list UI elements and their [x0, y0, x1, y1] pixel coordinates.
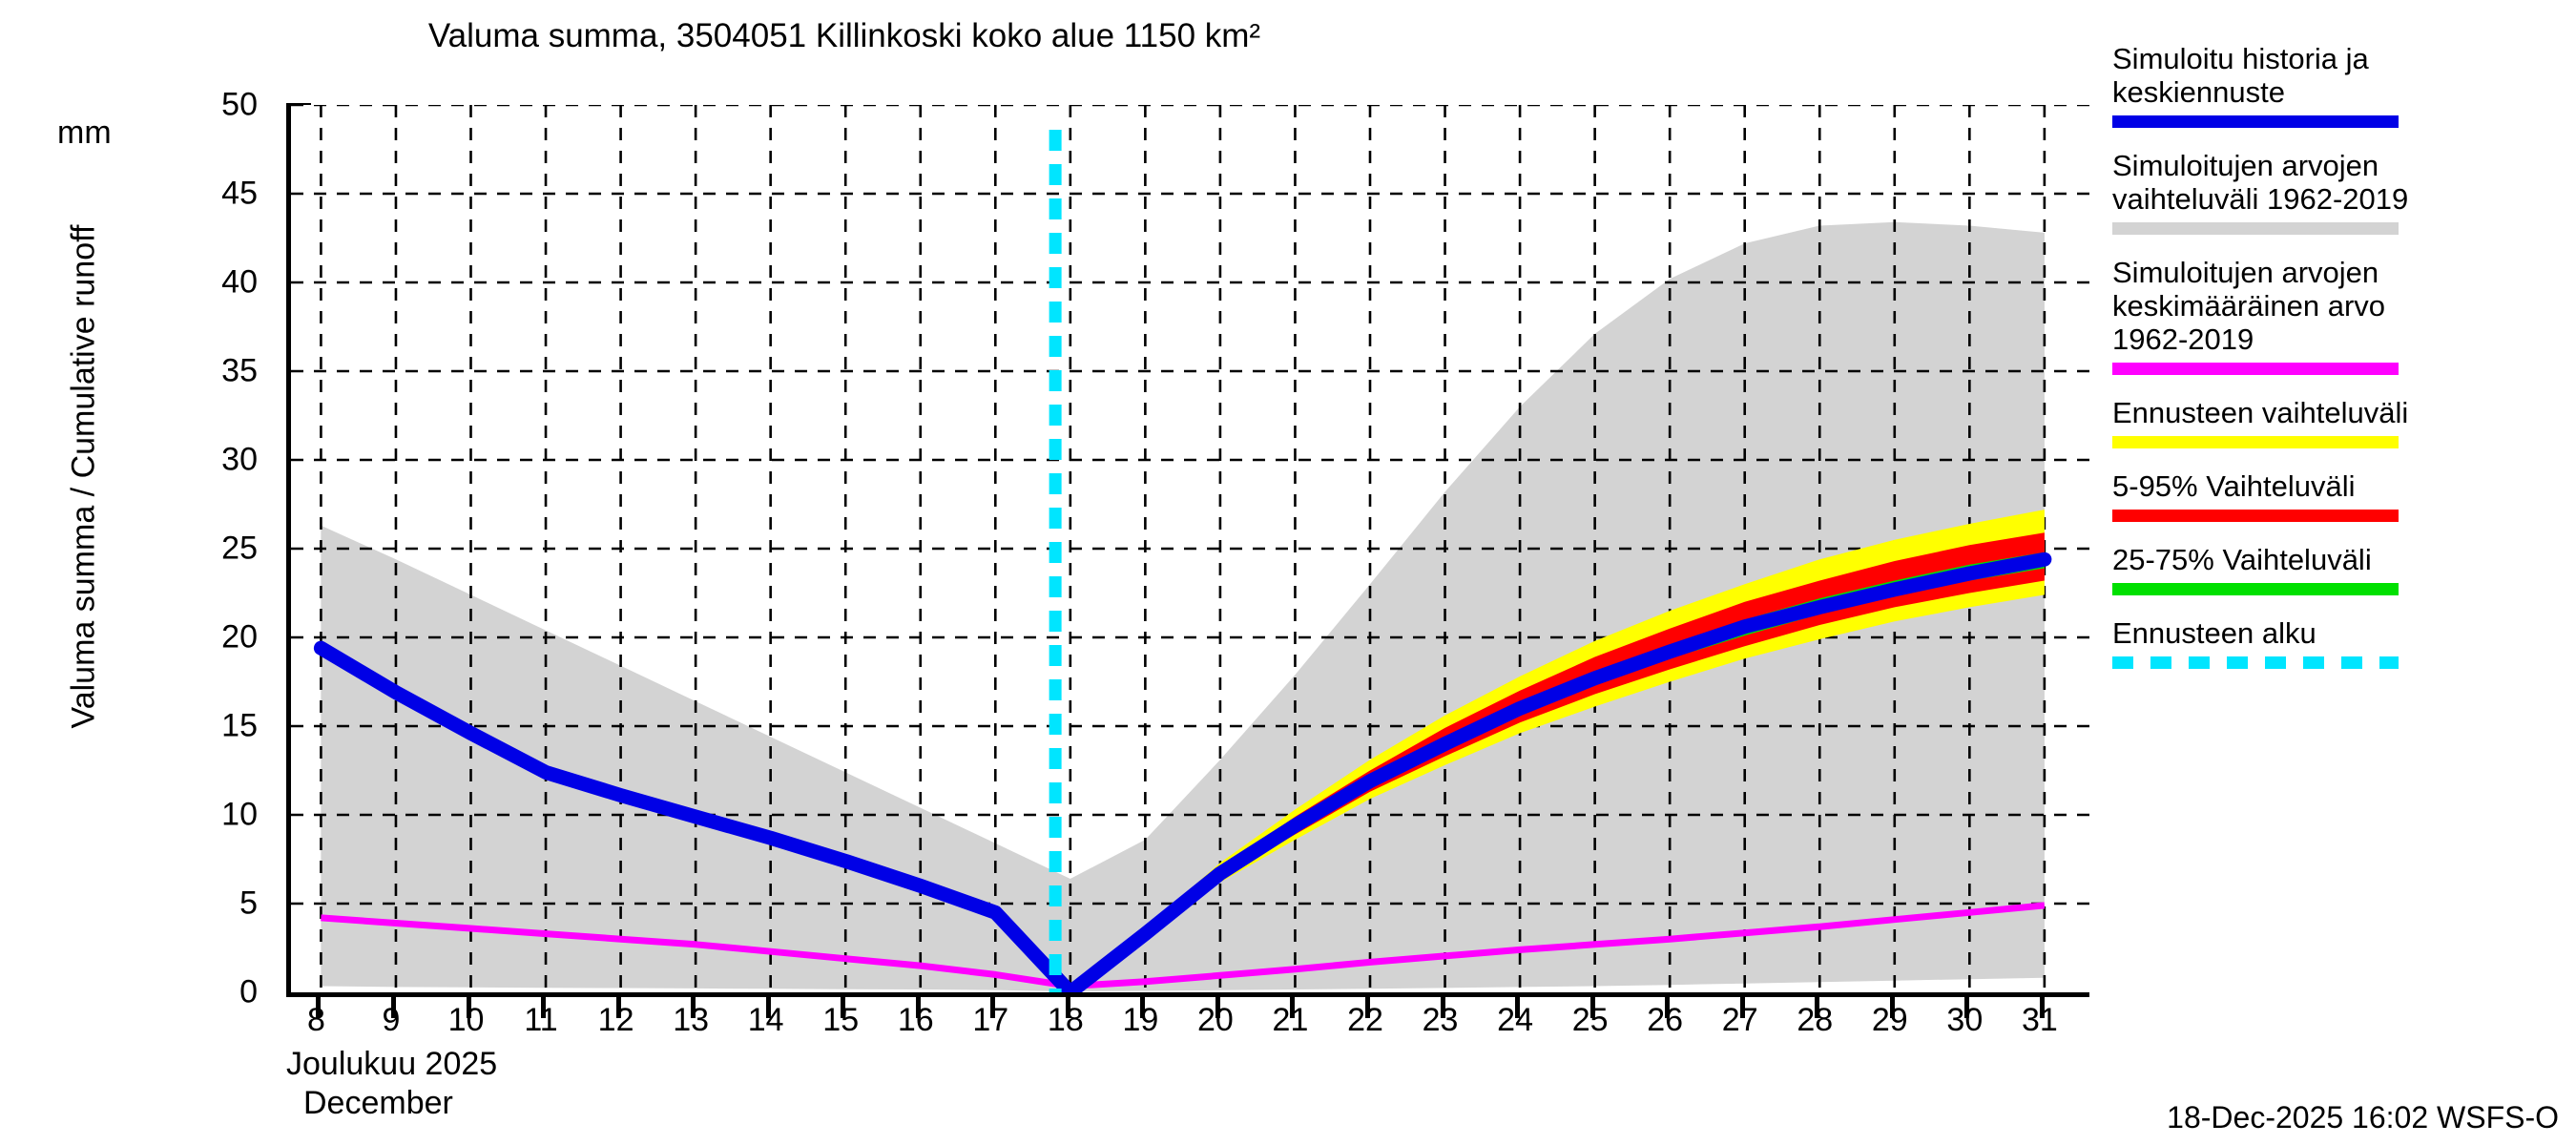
y-axis-unit: mm [57, 114, 112, 151]
legend-item: Ennusteen vaihteluväli [2112, 396, 2561, 448]
plot-area [286, 105, 2089, 997]
x-tick-mark [1739, 997, 1745, 1018]
x-tick-mark [1515, 997, 1521, 1018]
x-tick-label: 29 [1871, 1002, 1908, 1038]
x-tick-label: 25 [1571, 1002, 1609, 1038]
plot-inner [291, 105, 2089, 992]
x-tick-mark [1290, 997, 1296, 1018]
x-tick-label: 8 [306, 1002, 325, 1038]
x-tick-label: 28 [1797, 1002, 1834, 1038]
y-tick-label: 25 [221, 530, 258, 567]
x-tick-mark [1815, 997, 1820, 1018]
x-tick-mark [841, 997, 846, 1018]
x-tick-mark [1065, 997, 1070, 1018]
x-tick-mark [1365, 997, 1370, 1018]
month-label-fi: Joulukuu 2025 [286, 1046, 498, 1082]
x-tick-mark [990, 997, 996, 1018]
x-tick-label: 16 [897, 1002, 934, 1038]
x-tick-label: 23 [1422, 1002, 1459, 1038]
x-tick-label: 21 [1272, 1002, 1309, 1038]
page-title: Valuma summa, 3504051 Killinkoski koko a… [427, 17, 1261, 54]
x-tick-label: 19 [1122, 1002, 1159, 1038]
historical-range-band [321, 221, 2045, 992]
legend-item: Simuloitujen arvojen vaihteluväli 1962-2… [2112, 149, 2561, 235]
x-tick-label: 12 [597, 1002, 634, 1038]
historical-mean-line [321, 902, 2046, 989]
x-axis-tick-labels: 8 9 10 11 12 13 14 15 16 17 18 19 20 21 22 23 24 25 26 27 28… [286, 1002, 2089, 1046]
y-tick-label: 20 [221, 618, 258, 656]
legend: Simuloitu historia ja keskiennuste Simulo… [2112, 42, 2561, 690]
y-tick-label: 45 [221, 175, 258, 212]
x-tick-label: 26 [1647, 1002, 1684, 1038]
legend-item-swatch [2112, 222, 2399, 235]
x-tick-mark [316, 997, 322, 1018]
x-tick-mark [1889, 997, 1895, 1018]
x-tick-label: 20 [1196, 1002, 1234, 1038]
y-tick-label: 10 [221, 796, 258, 833]
y-tick-label: 5 [239, 885, 258, 922]
x-tick-label: 18 [1047, 1002, 1084, 1038]
x-tick-label: 14 [747, 1002, 784, 1038]
x-tick-mark [1964, 997, 1970, 1018]
legend-item: Simuloitu historia ja keskiennuste [2112, 42, 2561, 128]
x-tick-mark [390, 997, 396, 1018]
x-tick-mark [765, 997, 771, 1018]
legend-item-swatch [2112, 583, 2399, 595]
legend-item-swatch [2112, 436, 2399, 448]
legend-item-label: Ennusteen vaihteluväli [2112, 396, 2409, 429]
chart-canvas [291, 105, 2089, 992]
y-axis-tick-labels: 0 5 10 15 20 25 30 35 40 45 50 [0, 87, 279, 1010]
simulated-history-forecast-line [313, 552, 2052, 992]
x-tick-label: 30 [1946, 1002, 1984, 1038]
legend-item: 5-95% Vaihteluväli [2112, 469, 2561, 522]
x-tick-mark [915, 997, 921, 1018]
x-tick-label: 13 [673, 1002, 710, 1038]
x-tick-mark [1440, 997, 1445, 1018]
y-tick-label: 50 [221, 86, 258, 123]
x-tick-label: 24 [1497, 1002, 1533, 1038]
x-tick-label: 31 [2021, 1002, 2058, 1038]
legend-item-swatch [2112, 115, 2399, 128]
y-tick-label: 30 [221, 441, 258, 478]
legend-item-label: Ennusteen alku [2112, 616, 2316, 650]
x-tick-label: 27 [1721, 1002, 1758, 1038]
x-tick-mark [541, 997, 547, 1018]
y-tick-label: 35 [221, 352, 258, 389]
legend-item-label: Simuloitujen arvojen keskimääräinen arvo… [2112, 256, 2386, 356]
legend-item: Ennusteen alku [2112, 616, 2561, 669]
x-tick-mark [615, 997, 621, 1018]
x-tick-mark [466, 997, 471, 1018]
x-tick-mark [1589, 997, 1595, 1018]
y-tick-label: 40 [221, 263, 258, 301]
month-label-en: December [303, 1085, 453, 1121]
legend-item-swatch [2112, 510, 2399, 522]
x-tick-mark [1215, 997, 1220, 1018]
legend-item-label: Simuloitujen arvojen vaihteluväli 1962-2… [2112, 149, 2409, 216]
legend-item-swatch [2112, 363, 2399, 375]
grid-lines [291, 105, 2089, 992]
x-axis-month-label: Joulukuu 2025 December [286, 1045, 497, 1123]
legend-item: 25-75% Vaihteluväli [2112, 543, 2561, 595]
x-tick-label: 22 [1347, 1002, 1383, 1038]
legend-item: Simuloitujen arvojen keskimääräinen arvo… [2112, 256, 2561, 375]
x-tick-label: 9 [382, 1002, 401, 1038]
legend-item-swatch [2112, 656, 2399, 669]
x-tick-label: 10 [447, 1002, 485, 1038]
y-tick-label: 15 [221, 707, 258, 744]
y-tick-label: 0 [239, 973, 258, 1010]
legend-item-label: 25-75% Vaihteluväli [2112, 543, 2372, 576]
x-tick-mark [691, 997, 696, 1018]
legend-item-label: 5-95% Vaihteluväli [2112, 469, 2356, 503]
legend-item-label: Simuloitu historia ja keskiennuste [2112, 42, 2369, 109]
x-tick-label: 17 [972, 1002, 1009, 1038]
footer-timestamp: 18-Dec-2025 16:02 WSFS-O [2167, 1100, 2559, 1135]
x-tick-label: 11 [524, 1002, 558, 1038]
x-tick-mark [2039, 997, 2045, 1018]
x-tick-mark [1140, 997, 1146, 1018]
x-tick-mark [1665, 997, 1671, 1018]
x-tick-label: 15 [822, 1002, 860, 1038]
